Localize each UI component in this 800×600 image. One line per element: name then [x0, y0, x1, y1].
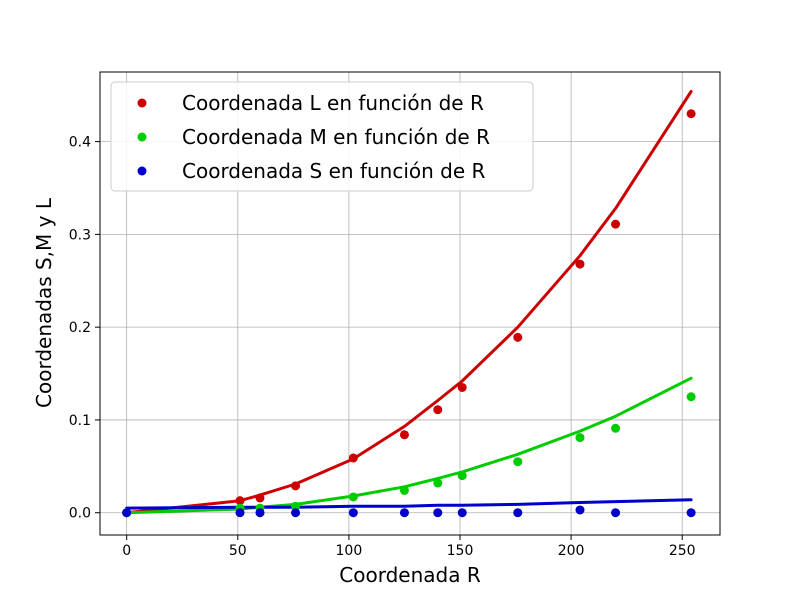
series-0-point [433, 405, 443, 415]
series-0-point [399, 430, 409, 440]
series-1-point [348, 492, 358, 502]
series-2-point [457, 508, 467, 518]
legend-label-2: Coordenada S en función de R [182, 159, 486, 183]
series-2-point [348, 508, 358, 518]
series-2-point [235, 508, 245, 518]
data-points [122, 109, 696, 518]
x-tick-label: 100 [336, 543, 363, 559]
series-1-point [686, 392, 696, 402]
series-2-point [686, 508, 696, 518]
x-tick-label: 0 [122, 543, 131, 559]
x-tick-label: 150 [447, 543, 474, 559]
y-tick-label: 0.4 [69, 135, 91, 151]
x-tick-label: 200 [558, 543, 585, 559]
series-0-point [235, 496, 245, 506]
series-2-point [513, 508, 523, 518]
x-tick-label: 50 [229, 543, 247, 559]
series-1-fit-line [125, 376, 693, 515]
series-2-point [399, 508, 409, 518]
x-axis-label: Coordenada R [339, 563, 481, 587]
series-1-point [399, 485, 409, 495]
series-1-point [575, 433, 585, 443]
legend-box [110, 81, 534, 192]
legend: Coordenada L en función de R Coordenada M… [110, 81, 534, 192]
series-0-point [686, 109, 696, 119]
series-2-point [433, 508, 443, 518]
ticks: 0 50 100 150 200 250 0.0 0.1 0.2 0.3 0.4 [69, 135, 696, 559]
y-tick-label: 0.3 [69, 227, 91, 243]
series-2-point [122, 508, 132, 518]
series-0-point [575, 259, 585, 269]
series-1-point [291, 501, 301, 511]
series-0-point [457, 382, 467, 392]
series-1-point [457, 471, 467, 481]
y-tick-label: 0.0 [69, 506, 91, 522]
legend-marker-1 [137, 132, 147, 142]
series-0-point [291, 481, 301, 491]
plot-frame [99, 71, 721, 536]
series-1-point [611, 423, 621, 433]
series-2-point [611, 508, 621, 518]
series-1-point [513, 457, 523, 467]
x-tick-label: 250 [669, 543, 696, 559]
series-2-point [291, 508, 301, 518]
legend-marker-0 [137, 98, 147, 108]
series-1-point [433, 478, 443, 488]
y-tick-label: 0.2 [69, 320, 91, 336]
legend-marker-2 [137, 166, 147, 176]
series-2-point [575, 505, 585, 515]
series-0-point [611, 219, 621, 229]
legend-label-1: Coordenada M en función de R [182, 125, 490, 149]
y-tick-label: 0.1 [69, 413, 91, 429]
series-0-point [348, 453, 358, 463]
series-0-point [255, 493, 265, 503]
series-2-point [255, 508, 265, 518]
y-axis-label: Coordenadas S,M y L [32, 197, 56, 408]
legend-label-0: Coordenada L en función de R [182, 91, 484, 115]
series-0-point [513, 332, 523, 342]
